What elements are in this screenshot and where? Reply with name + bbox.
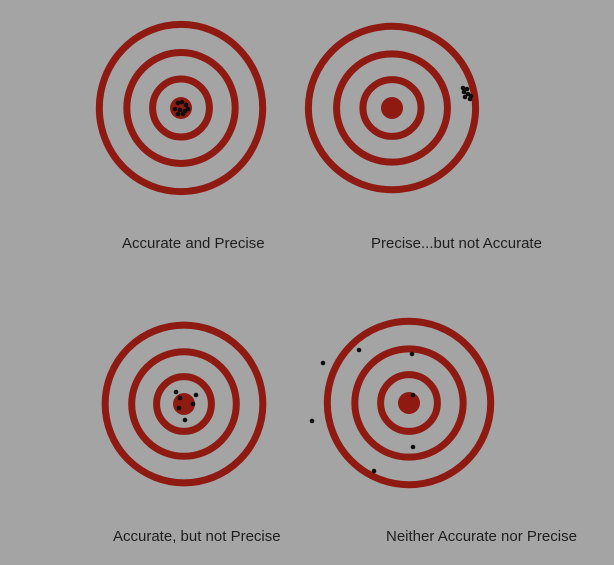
target-ring-2 xyxy=(123,49,239,167)
shot-mark xyxy=(356,347,362,353)
shot-mark xyxy=(410,392,416,398)
shot-mark xyxy=(185,106,191,112)
bullseye xyxy=(381,97,403,119)
shot-mark xyxy=(173,389,179,395)
shot-mark xyxy=(409,351,415,357)
target-ring-2 xyxy=(128,348,240,460)
target-accurate-precise xyxy=(95,20,267,196)
shot-mark xyxy=(180,111,186,117)
target-ring-1 xyxy=(95,20,267,196)
shot-mark xyxy=(467,96,473,102)
shot-mark xyxy=(182,417,188,423)
target-ring-1 xyxy=(101,321,267,487)
target-ring-3 xyxy=(377,371,441,435)
shot-mark xyxy=(460,85,466,91)
target-ring-2 xyxy=(333,50,451,166)
caption-accurate-not-precise: Accurate, but not Precise xyxy=(113,528,281,545)
shot-mark xyxy=(176,405,182,411)
target-accurate-not-precise xyxy=(101,321,267,487)
target-ring-3 xyxy=(359,76,425,140)
shot-mark xyxy=(464,86,470,92)
target-ring-1 xyxy=(304,22,480,194)
caption-precise-not-accurate: Precise...but not Accurate xyxy=(371,235,542,252)
shot-mark xyxy=(462,94,468,100)
caption-neither: Neither Accurate nor Precise xyxy=(386,528,577,545)
target-neither xyxy=(309,317,495,489)
shot-mark xyxy=(177,107,183,113)
shot-mark xyxy=(193,392,199,398)
shot-mark xyxy=(175,100,181,106)
shot-mark xyxy=(410,444,416,450)
target-ring-3 xyxy=(153,373,215,435)
target-precise-not-accurate xyxy=(304,22,480,194)
shot-mark xyxy=(371,468,377,474)
shot-mark xyxy=(320,360,326,366)
target-ring-3 xyxy=(149,75,213,141)
bullseye xyxy=(398,392,420,414)
target-ring-1 xyxy=(323,317,495,489)
caption-accurate-precise: Accurate and Precise xyxy=(122,235,265,252)
shot-mark xyxy=(172,106,178,112)
target-ring-2 xyxy=(351,345,467,461)
shot-mark xyxy=(461,89,467,95)
shot-mark xyxy=(309,418,315,424)
shot-mark xyxy=(175,111,181,117)
shot-mark xyxy=(183,102,189,108)
shot-mark xyxy=(177,395,183,401)
shot-mark xyxy=(179,99,185,105)
shot-mark xyxy=(190,401,196,407)
